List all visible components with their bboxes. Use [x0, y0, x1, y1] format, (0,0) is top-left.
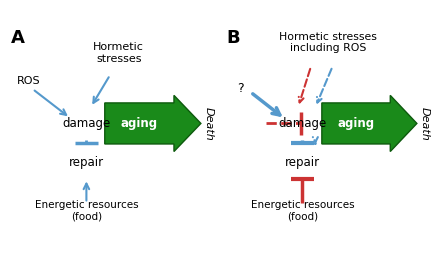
Polygon shape: [322, 95, 417, 151]
Text: B: B: [227, 30, 241, 47]
Text: damage: damage: [278, 117, 327, 130]
Polygon shape: [105, 95, 201, 151]
Text: aging: aging: [121, 117, 158, 130]
Text: ?: ?: [238, 82, 244, 95]
Text: A: A: [11, 30, 25, 47]
Text: damage: damage: [62, 117, 111, 130]
Text: Energetic resources
(food): Energetic resources (food): [251, 200, 354, 222]
Text: Death: Death: [203, 107, 213, 140]
Text: aging: aging: [337, 117, 375, 130]
Text: Hormetic stresses
including ROS: Hormetic stresses including ROS: [280, 32, 377, 53]
Text: repair: repair: [285, 156, 320, 169]
Text: repair: repair: [69, 156, 104, 169]
Text: Hormetic
stresses: Hormetic stresses: [93, 42, 144, 64]
Text: ROS: ROS: [17, 76, 41, 86]
Text: Energetic resources
(food): Energetic resources (food): [35, 200, 138, 222]
Text: Death: Death: [419, 107, 429, 140]
